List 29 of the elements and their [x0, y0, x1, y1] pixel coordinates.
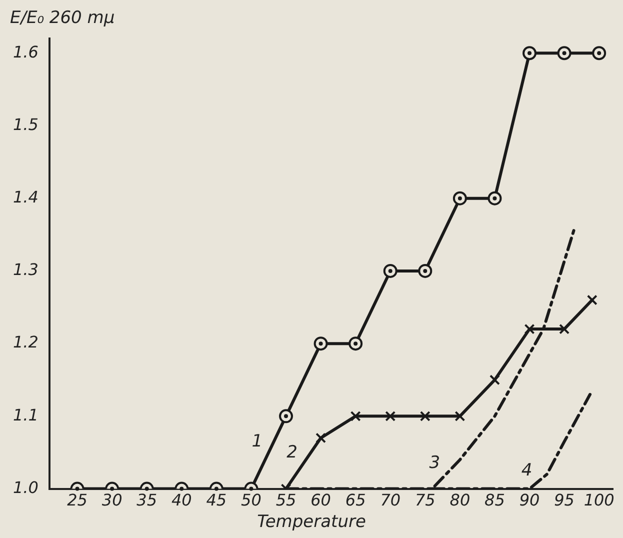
- x-tick-label: 75: [414, 490, 436, 510]
- x-tick-label: 70: [380, 490, 401, 510]
- x-tick-label: 45: [206, 490, 227, 510]
- x-tick-label: 55: [276, 490, 296, 510]
- x-tick-label: 65: [345, 490, 366, 510]
- y-tick-label: 1.2: [12, 332, 38, 352]
- x-axis-title: Temperature: [256, 512, 367, 532]
- x-tick-label: 95: [554, 490, 574, 510]
- x-tick-label: 100: [584, 490, 614, 510]
- x-tick-label: 60: [310, 490, 331, 510]
- y-tick-label: 1.1: [12, 405, 38, 424]
- y-tick-label: 1.4: [12, 188, 38, 207]
- y-tick-label: 1.3: [12, 260, 38, 280]
- series-label: 1: [252, 431, 263, 452]
- series-label: 4: [521, 460, 532, 480]
- x-tick-label: 90: [519, 490, 540, 510]
- x-tick-label: 85: [484, 490, 505, 510]
- series-label: 2: [286, 442, 298, 462]
- x-tick-label: 80: [450, 490, 470, 510]
- y-tick-label: 1.6: [12, 42, 38, 62]
- y-tick-label: 1.0: [12, 478, 38, 497]
- x-tick-label: 30: [102, 490, 122, 510]
- series-label: 3: [429, 453, 440, 474]
- x-tick-label: 35: [136, 490, 158, 510]
- x-tick-label: 25: [67, 490, 88, 510]
- y-axis-title: E/E₀ 260 mμ: [10, 8, 115, 28]
- x-tick-label: 40: [171, 490, 192, 510]
- x-tick-label: 50: [241, 490, 262, 510]
- y-tick-label: 1.5: [12, 114, 38, 134]
